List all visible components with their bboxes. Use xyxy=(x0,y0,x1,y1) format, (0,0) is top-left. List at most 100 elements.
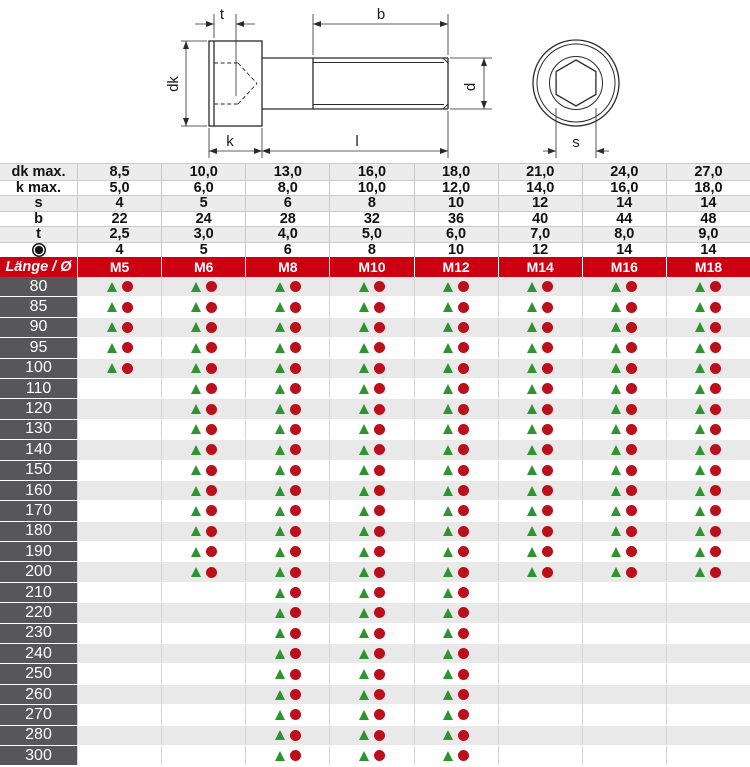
circle-marker xyxy=(373,505,385,517)
triangle-marker xyxy=(527,363,538,374)
triangle-marker xyxy=(358,424,369,435)
circle-marker xyxy=(458,607,470,619)
spec-row-label xyxy=(0,242,77,258)
availability-cell xyxy=(329,317,414,338)
spec-value: 5 xyxy=(161,242,245,257)
circle-marker xyxy=(373,709,385,721)
dim-label-l: l xyxy=(355,133,358,150)
circle-marker xyxy=(373,485,385,497)
circle-marker xyxy=(710,566,722,578)
triangle-marker xyxy=(695,424,706,435)
length-label: 140 xyxy=(0,440,77,460)
availability-cell xyxy=(77,460,162,480)
circle-marker xyxy=(205,281,217,293)
availability-cell xyxy=(665,419,750,440)
circle-marker xyxy=(289,627,301,639)
spec-row-label: s xyxy=(34,195,43,211)
triangle-marker xyxy=(274,383,285,394)
availability-cell xyxy=(413,419,498,440)
spec-value: 3,0 xyxy=(161,227,245,242)
availability-cell xyxy=(77,297,162,317)
circle-marker xyxy=(542,383,554,395)
spec-table-body: dk max. 8,5 10,0 13,0 16,0 18,0 21,0 24,0 27,0 k … xyxy=(0,164,750,257)
technical-drawing: t b dk k l d s xyxy=(0,0,750,163)
triangle-marker xyxy=(443,567,454,578)
table-row: 140 xyxy=(0,440,750,461)
availability-cell xyxy=(329,582,414,603)
triangle-marker xyxy=(611,546,622,557)
circle-marker xyxy=(626,301,638,313)
circle-marker xyxy=(626,485,638,497)
availability-cell xyxy=(161,603,246,623)
availability-cell xyxy=(245,480,330,501)
circle-marker xyxy=(373,689,385,700)
circle-marker xyxy=(373,464,385,476)
circle-marker xyxy=(289,566,301,578)
circle-marker xyxy=(542,505,554,517)
circle-marker xyxy=(542,464,554,476)
column-header-m10: M10 xyxy=(329,257,413,277)
dim-label-s: s xyxy=(572,134,580,151)
length-label: 270 xyxy=(0,705,77,725)
availability-cell xyxy=(581,603,666,623)
circle-marker xyxy=(289,362,301,374)
table-row: 250 xyxy=(0,664,750,685)
spec-value: 24 xyxy=(161,211,245,226)
availability-cell xyxy=(245,317,330,338)
table-row: 210 xyxy=(0,582,750,604)
availability-cell xyxy=(497,644,582,664)
circle-marker xyxy=(205,301,217,313)
triangle-marker xyxy=(358,383,369,394)
triangle-marker xyxy=(358,567,369,578)
length-label: 80 xyxy=(0,277,77,297)
spec-value: 6,0 xyxy=(161,180,245,195)
availability-cell xyxy=(665,358,750,378)
spec-row: 4 5 6 8 10 12 14 14 xyxy=(0,241,750,258)
availability-cell xyxy=(161,338,246,358)
spec-value: 21,0 xyxy=(497,164,582,180)
circle-marker xyxy=(205,485,217,497)
triangle-marker xyxy=(443,546,454,557)
triangle-marker xyxy=(695,444,706,455)
availability-cell xyxy=(665,705,750,725)
triangle-marker xyxy=(527,546,538,557)
availability-cell xyxy=(581,378,666,399)
circle-marker xyxy=(626,342,638,354)
triangle-marker xyxy=(190,383,201,394)
spec-row-label: k max. xyxy=(15,179,62,196)
availability-cell xyxy=(245,664,330,684)
circle-marker xyxy=(458,321,470,333)
triangle-marker xyxy=(443,526,454,537)
circle-marker xyxy=(373,525,385,537)
length-label: 85 xyxy=(0,297,77,317)
triangle-marker xyxy=(695,302,706,313)
circle-marker xyxy=(373,362,385,374)
availability-cell xyxy=(329,684,414,705)
availability-cell xyxy=(77,644,162,664)
availability-cell xyxy=(665,684,750,705)
circle-marker xyxy=(205,403,217,415)
spec-value: 48 xyxy=(665,211,750,226)
triangle-marker xyxy=(443,709,454,720)
circle-marker xyxy=(373,301,385,313)
triangle-marker xyxy=(274,322,285,333)
circle-marker xyxy=(289,689,301,700)
triangle-marker xyxy=(358,546,369,557)
availability-cell xyxy=(77,419,162,440)
availability-cell xyxy=(665,664,750,684)
availability-cell xyxy=(581,684,666,705)
circle-marker xyxy=(626,403,638,415)
circle-marker xyxy=(710,546,722,558)
triangle-marker xyxy=(274,750,285,761)
availability-cell xyxy=(245,745,330,766)
dim-label-d: d xyxy=(462,83,479,91)
triangle-marker xyxy=(527,302,538,313)
circle-marker xyxy=(542,342,554,354)
availability-cell xyxy=(581,644,666,664)
triangle-marker xyxy=(527,404,538,415)
triangle-marker xyxy=(443,587,454,598)
triangle-marker xyxy=(443,342,454,353)
spec-value: 24,0 xyxy=(581,164,666,180)
availability-cell xyxy=(581,297,666,317)
dimension-lines xyxy=(181,14,609,158)
